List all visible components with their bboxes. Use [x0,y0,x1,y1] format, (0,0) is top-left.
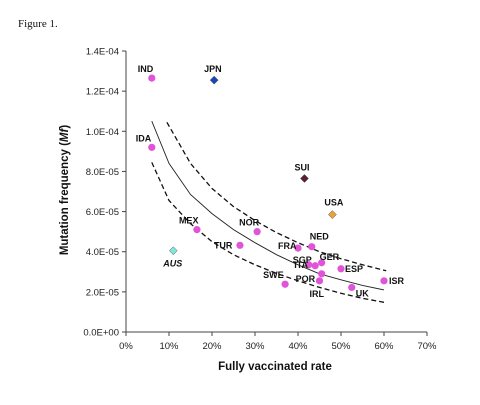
point-usa [328,210,337,219]
point-irl [315,277,324,285]
label-jpn: JPN [204,64,222,74]
point-esp [337,265,345,273]
point-labels: IND JPN IDA SUI USA MEX NOR AUS TUR FRA NED SGP GER I… [136,64,405,299]
lower-confidence-band [151,162,385,303]
point-aus [169,246,178,255]
fit-curve [151,121,385,291]
label-uk: UK [356,288,369,298]
data-points [148,74,388,292]
point-isr [380,277,388,285]
fit-curves [151,121,387,303]
label-sui: SUI [294,162,309,172]
point-swe [281,280,289,288]
label-ind: IND [138,64,154,74]
point-uk [348,283,356,292]
y-tick-label: 1.2E-04 [86,87,119,98]
upper-confidence-band [166,121,387,272]
x-tick-label: 30% [245,341,265,352]
point-ger [318,259,326,267]
label-mex: MEX [179,216,199,226]
y-tick-label: 6.0E-05 [86,207,119,218]
label-por: POR [296,274,316,284]
point-jpn [209,75,219,85]
x-tick-label: 70% [417,341,437,352]
point-sui [300,174,309,183]
label-tur: TUR [214,240,233,250]
label-swe: SWE [263,270,284,280]
point-ita [311,262,319,270]
y-tick-label: 8.0E-05 [86,167,119,178]
label-fra: FRA [278,241,297,251]
point-sgp [305,261,313,269]
x-tick-label: 20% [202,341,222,352]
label-aus: AUS [162,259,182,269]
label-nor: NOR [239,218,260,228]
label-irl: IRL [310,289,325,299]
x-tick-label: 10% [159,341,179,352]
point-fra [294,244,302,252]
point-ned [308,243,316,251]
point-tur [236,241,244,249]
label-sgp: SGP [293,255,312,265]
point-por [318,270,326,278]
y-tick-label: 2.0E-05 [86,287,119,298]
label-ger: GER [320,252,340,262]
point-nor [253,228,261,236]
label-usa: USA [324,198,344,208]
label-esp: ESP [345,264,363,274]
y-tick-label: 4.0E-05 [86,247,119,258]
y-tick-label: 0.0E+00 [83,328,119,339]
y-tick-label: 1.0E-04 [86,127,119,138]
y-axis-title: Mutation frequency (Mf) [59,125,71,256]
label-ita: ITA [294,260,308,270]
label-ned: NED [310,232,330,242]
tick-labels: 0% 10% 20% 30% 40% 50% 60% 70% 0.0E+00 2.0E-05 4.0… [83,47,437,353]
chart-axes [122,50,428,336]
point-ida [148,143,156,151]
x-tick-label: 60% [374,341,394,352]
point-mex [193,226,201,234]
x-axis-title: Fully vaccinated rate [218,361,332,373]
figure-label: Figure 1. [18,18,58,30]
label-ida: IDA [136,133,152,143]
x-tick-label: 0% [119,341,133,352]
label-isr: ISR [389,276,405,286]
x-tick-label: 50% [331,341,351,352]
y-tick-label: 1.4E-04 [86,47,119,58]
x-tick-label: 40% [288,341,308,352]
point-ind [148,74,156,82]
